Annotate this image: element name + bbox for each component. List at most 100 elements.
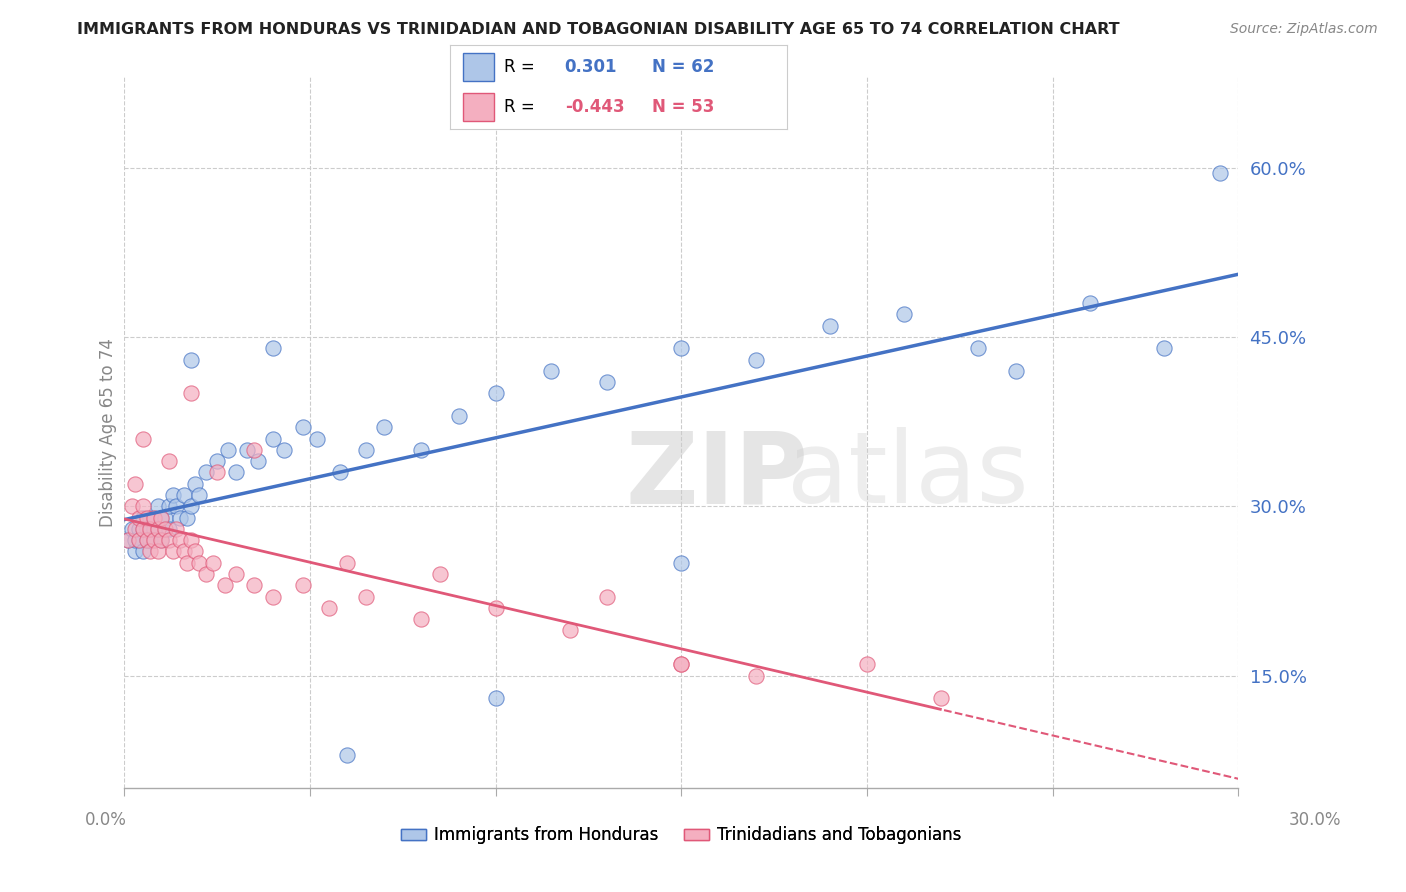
Point (205, 466, 228, 480)
Text: R =: R = (503, 58, 534, 76)
Point (596, 590, 619, 604)
Point (121, 522, 143, 536)
Point (173, 544, 195, 558)
Point (157, 522, 180, 536)
Point (165, 500, 187, 514)
Point (153, 522, 176, 536)
Point (157, 500, 180, 514)
Point (132, 432, 155, 446)
Point (180, 352, 202, 367)
Text: N = 53: N = 53 (652, 98, 714, 116)
Point (671, 657, 693, 672)
FancyBboxPatch shape (464, 54, 494, 81)
Point (128, 522, 150, 536)
Point (329, 466, 352, 480)
Point (291, 578, 314, 592)
Point (173, 488, 195, 502)
Point (336, 747, 359, 762)
Point (225, 566, 247, 581)
Text: N = 62: N = 62 (652, 58, 714, 76)
Point (214, 578, 236, 592)
Point (150, 533, 173, 548)
Point (146, 522, 169, 536)
Point (124, 476, 146, 491)
Point (1004, 364, 1026, 378)
Point (202, 556, 225, 570)
Point (429, 566, 451, 581)
Point (180, 386, 202, 401)
Point (132, 510, 155, 524)
Point (411, 612, 433, 626)
Point (135, 522, 157, 536)
Point (128, 510, 150, 524)
Point (744, 352, 766, 367)
Point (262, 590, 284, 604)
Point (124, 522, 146, 536)
Text: R =: R = (503, 98, 534, 116)
Point (121, 500, 143, 514)
Point (291, 420, 314, 434)
Point (143, 522, 166, 536)
Text: ZIP: ZIP (626, 427, 808, 524)
Point (162, 488, 184, 502)
Point (205, 454, 228, 468)
Point (243, 442, 266, 457)
Point (132, 522, 155, 536)
Point (139, 522, 162, 536)
Point (187, 488, 209, 502)
Point (124, 544, 146, 558)
Text: 0.301: 0.301 (565, 58, 617, 76)
Point (139, 544, 162, 558)
Point (157, 533, 180, 548)
Point (180, 500, 202, 514)
Y-axis label: Disability Age 65 to 74: Disability Age 65 to 74 (100, 338, 117, 527)
Point (143, 510, 166, 524)
Point (336, 556, 359, 570)
Point (169, 510, 191, 524)
Point (818, 318, 841, 333)
Point (135, 533, 157, 548)
Point (373, 420, 395, 434)
Point (485, 600, 508, 615)
Point (485, 386, 508, 401)
Point (150, 533, 173, 548)
Legend: Immigrants from Honduras, Trinidadians and Tobagonians: Immigrants from Honduras, Trinidadians a… (395, 820, 969, 851)
Text: IMMIGRANTS FROM HONDURAS VS TRINIDADIAN AND TOBAGONIAN DISABILITY AGE 65 TO 74 C: IMMIGRANTS FROM HONDURAS VS TRINIDADIAN … (77, 22, 1121, 37)
Point (139, 533, 162, 548)
Point (893, 307, 915, 321)
Point (262, 432, 284, 446)
Point (262, 341, 284, 355)
Point (132, 544, 155, 558)
Point (117, 533, 139, 548)
Point (157, 454, 180, 468)
Point (153, 510, 176, 524)
Point (243, 578, 266, 592)
FancyBboxPatch shape (464, 93, 494, 120)
Point (411, 442, 433, 457)
Point (117, 533, 139, 548)
Point (132, 522, 155, 536)
Point (195, 466, 218, 480)
Text: -0.443: -0.443 (565, 98, 624, 116)
Point (1078, 296, 1101, 310)
Point (236, 442, 259, 457)
Point (307, 432, 329, 446)
Point (150, 510, 173, 524)
Point (931, 691, 953, 706)
Point (596, 375, 619, 389)
Point (135, 510, 157, 524)
Text: Source: ZipAtlas.com: Source: ZipAtlas.com (1230, 22, 1378, 37)
Text: 0.0%: 0.0% (84, 811, 127, 829)
Point (1153, 341, 1175, 355)
Point (273, 442, 295, 457)
Point (485, 691, 508, 706)
Point (318, 600, 340, 615)
Point (671, 556, 693, 570)
Point (184, 544, 207, 558)
Point (165, 522, 187, 536)
Point (217, 442, 239, 457)
Point (856, 657, 879, 672)
Point (124, 533, 146, 548)
Point (128, 533, 150, 548)
Point (135, 533, 157, 548)
